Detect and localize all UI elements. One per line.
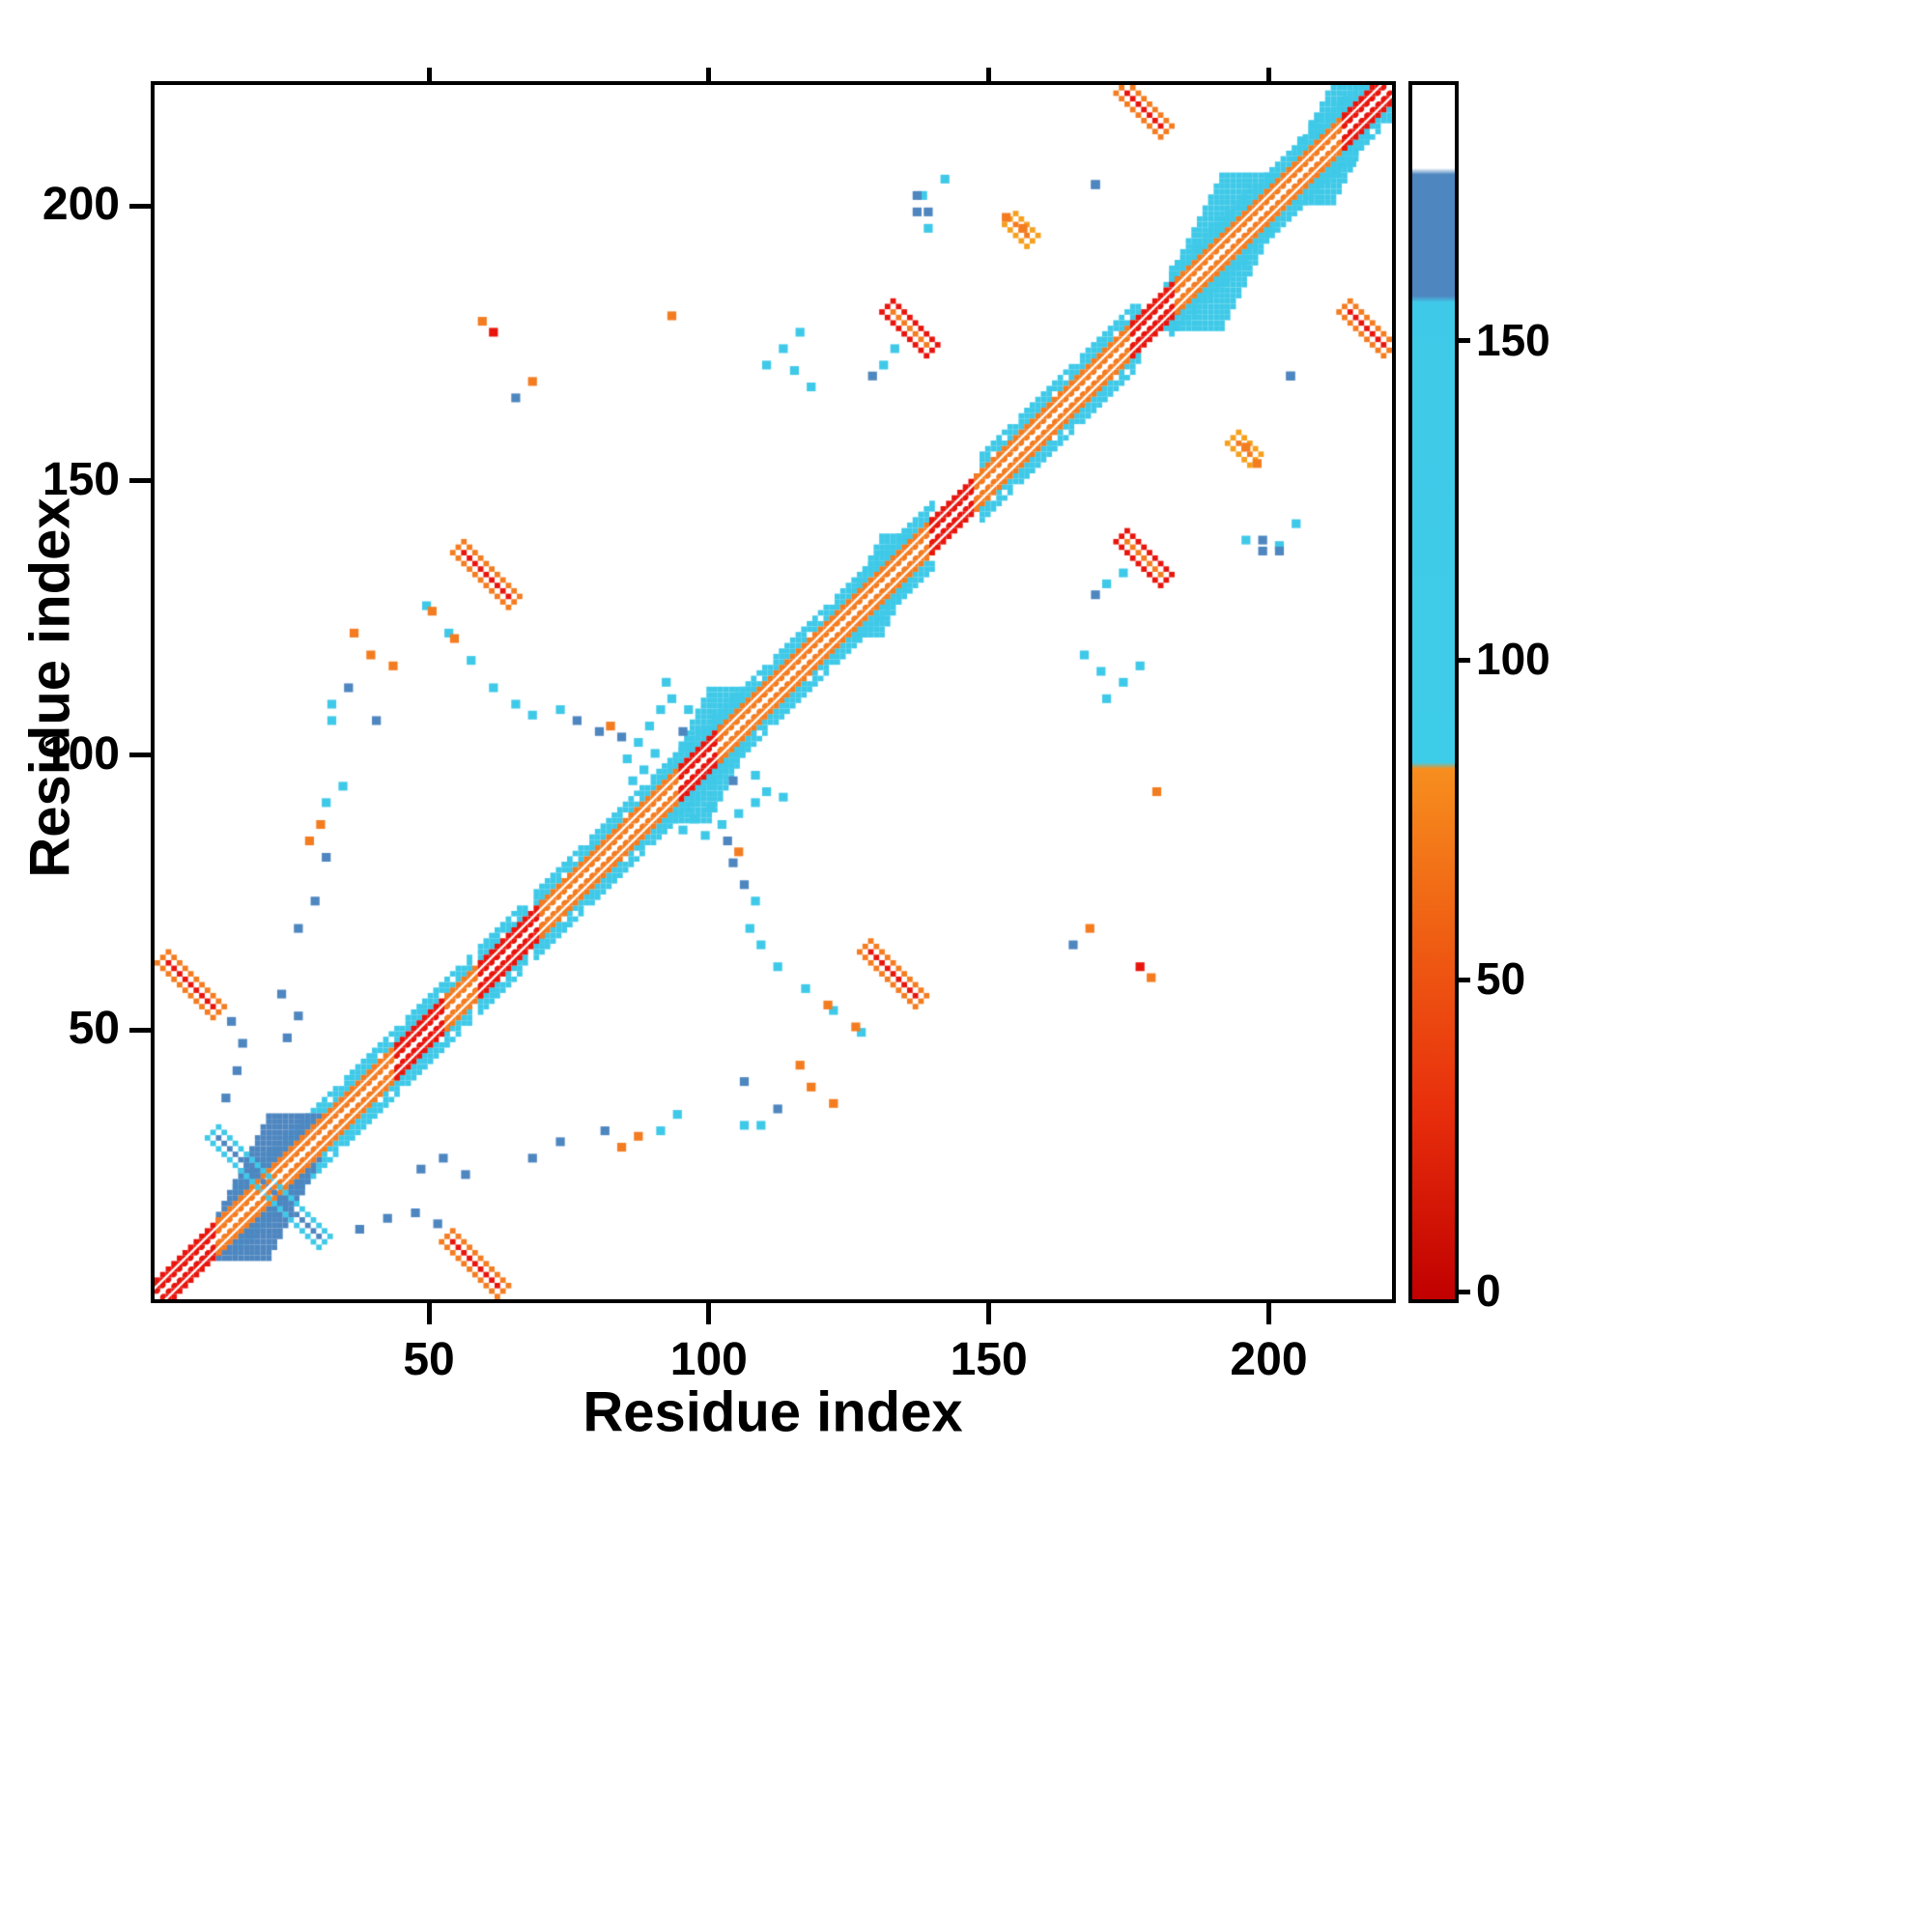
plot-area bbox=[151, 81, 1396, 1303]
y-tick-mark bbox=[129, 753, 151, 758]
colorbar bbox=[1408, 81, 1459, 1303]
x-tick-mark-top bbox=[1265, 68, 1271, 81]
x-tick-label: 150 bbox=[950, 1334, 1028, 1385]
colorbar-tick-label: 50 bbox=[1476, 953, 1526, 1005]
y-tick-mark bbox=[129, 203, 151, 209]
y-tick-label: 200 bbox=[42, 179, 120, 231]
colorbar-tick-mark bbox=[1455, 977, 1470, 982]
x-tick-label: 200 bbox=[1230, 1334, 1308, 1385]
y-tick-label: 50 bbox=[68, 1003, 120, 1055]
x-tick-mark-top bbox=[986, 68, 992, 81]
x-tick-mark bbox=[706, 1303, 712, 1324]
colorbar-tick-label: 150 bbox=[1476, 314, 1550, 365]
x-tick-mark bbox=[1265, 1303, 1271, 1324]
x-tick-mark bbox=[426, 1303, 432, 1324]
y-tick-label: 150 bbox=[42, 453, 120, 505]
colorbar-tick-mark bbox=[1455, 657, 1470, 663]
colorbar-tick-mark bbox=[1455, 1289, 1470, 1294]
y-tick-mark bbox=[129, 478, 151, 484]
y-tick-label: 100 bbox=[42, 727, 120, 780]
colorbar-tick-label: 100 bbox=[1476, 634, 1550, 685]
y-axis-title: Residue index bbox=[18, 497, 82, 878]
colorbar-tick-label: 0 bbox=[1476, 1265, 1501, 1316]
x-tick-label: 100 bbox=[669, 1334, 748, 1385]
x-tick-mark bbox=[986, 1303, 992, 1324]
colorbar-gradient bbox=[1412, 85, 1455, 1299]
x-axis-title: Residue index bbox=[582, 1380, 963, 1444]
x-tick-label: 50 bbox=[403, 1334, 455, 1385]
x-tick-mark-top bbox=[706, 68, 712, 81]
y-tick-mark bbox=[129, 1027, 151, 1033]
colorbar-tick-mark bbox=[1455, 338, 1470, 344]
x-tick-mark-top bbox=[426, 68, 432, 81]
contact-map-canvas bbox=[155, 85, 1392, 1299]
